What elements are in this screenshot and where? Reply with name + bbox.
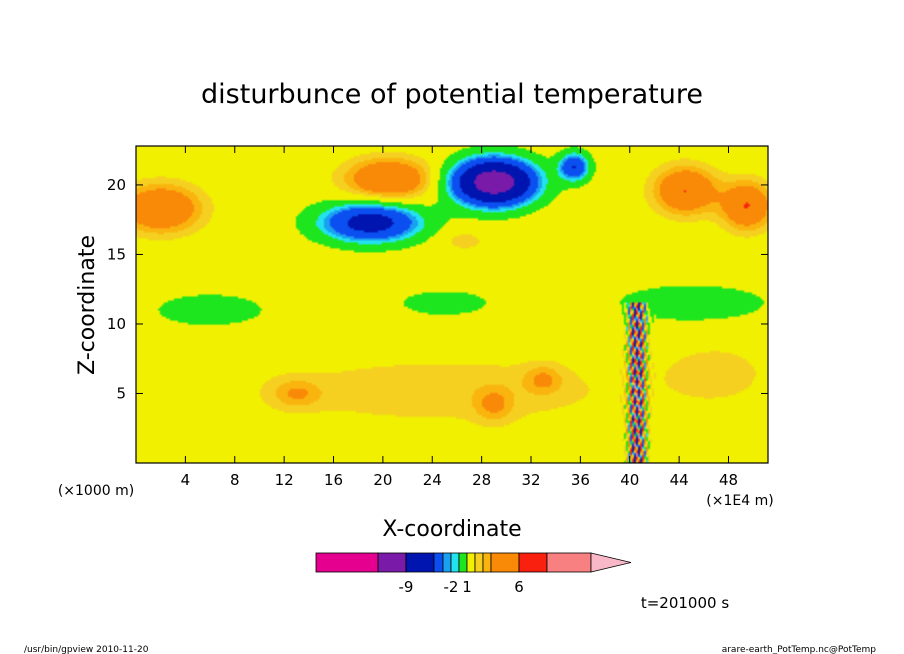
heatmap-field — [136, 146, 768, 463]
plot-frame — [135, 145, 769, 464]
x-tick-label: 28 — [472, 471, 491, 489]
colorbar-tick-label: -9 — [399, 578, 414, 596]
x-unit-left: (×1000 m) — [58, 483, 134, 499]
colorbar-swatch — [490, 552, 520, 573]
colorbar-swatch — [474, 552, 484, 573]
y-tick-label: 5 — [116, 384, 126, 402]
x-tick-label: 36 — [571, 471, 590, 489]
chart-title: disturbunce of potential temperature — [201, 79, 703, 110]
y-tick-label: 20 — [107, 176, 126, 194]
colorbar-swatch — [518, 552, 548, 573]
x-tick-label: 44 — [670, 471, 689, 489]
x-tick-label: 48 — [719, 471, 738, 489]
colorbar — [315, 552, 632, 573]
colorbar-swatch — [405, 552, 435, 573]
colorbar-tick-label: 6 — [514, 578, 524, 596]
colorbar-tick-label: -2 — [444, 578, 459, 596]
colorbar-swatch — [458, 552, 468, 573]
x-axis-label: X-coordinate — [382, 517, 521, 542]
x-tick-label: 8 — [230, 471, 240, 489]
footer-left: /usr/bin/gpview 2010-11-20 — [24, 645, 149, 654]
x-axis: 4 8 12 16 20 24 28 32 36 40 44 48 — [181, 146, 738, 489]
colorbar-ticks: -9 -2 1 6 — [399, 578, 524, 596]
colorbar-swatch — [546, 552, 592, 573]
x-tick-label: 40 — [620, 471, 639, 489]
colorbar-swatch — [442, 552, 452, 573]
colorbar-swatch — [433, 552, 444, 573]
x-tick-label: 16 — [324, 471, 343, 489]
colorbar-swatch — [482, 552, 492, 573]
y-axis: 5 10 15 20 — [107, 176, 768, 402]
x-tick-label: 12 — [275, 471, 294, 489]
y-tick-label: 10 — [107, 315, 126, 333]
x-tick-label: 24 — [423, 471, 442, 489]
colorbar-swatch — [450, 552, 460, 573]
colorbar-tick-label: 1 — [462, 578, 472, 596]
y-axis-label: Z-coordinate — [75, 235, 100, 375]
x-unit-right: (×1E4 m) — [706, 493, 773, 509]
x-tick-label: 4 — [181, 471, 191, 489]
colorbar-swatch — [315, 552, 379, 573]
time-label: t=201000 s — [641, 594, 729, 612]
colorbar-swatch — [377, 552, 407, 573]
colorbar-swatch — [466, 552, 476, 573]
x-tick-label: 32 — [521, 471, 540, 489]
y-tick-label: 15 — [107, 245, 126, 263]
x-tick-label: 20 — [373, 471, 392, 489]
colorbar-extend-arrow — [590, 552, 632, 573]
plot-area — [135, 145, 769, 464]
footer-right: arare-earth_PotTemp.nc@PotTemp — [722, 645, 877, 654]
